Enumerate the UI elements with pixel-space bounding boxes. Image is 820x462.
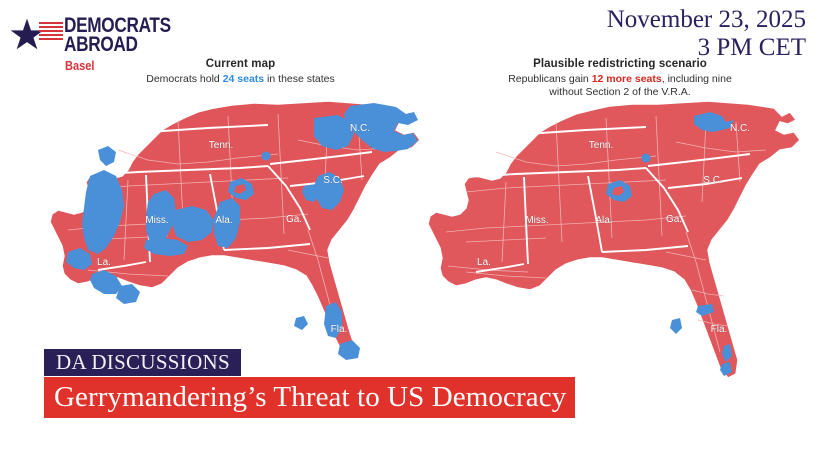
- kicker-text: DA DISCUSSIONS: [56, 350, 230, 374]
- right-map-subtitle: Republicans gain 12 more seats, includin…: [470, 73, 770, 100]
- logo-wordmark: DEMOCRATS ABROAD: [64, 14, 194, 57]
- title-text: Gerrymandering’s Threat to US Democracy: [54, 381, 567, 413]
- logo-line-abroad: ABROAD: [64, 33, 138, 57]
- event-time: 3 PM CET: [697, 34, 806, 61]
- state-label: Miss.: [525, 215, 548, 226]
- state-label: N.C.: [350, 123, 370, 134]
- right-sub-line2: without Section 2 of the V.R.A.: [549, 86, 691, 99]
- flag-stripes-icon: [39, 22, 63, 40]
- star-icon: [10, 18, 44, 50]
- state-label: Ga.: [286, 214, 302, 225]
- state-label: Fla.: [331, 324, 348, 335]
- left-map-subtitle: Democrats hold 24 seats in these states: [108, 73, 373, 86]
- state-label: Miss.: [145, 215, 168, 226]
- state-label: Ala.: [595, 215, 612, 226]
- landmass-republican-base-right: [427, 100, 801, 379]
- redistricting-map-svg: Tenn. N.C. S.C. Miss. Ala. Ga. La. Fla.: [427, 100, 801, 379]
- state-outlines-right: [465, 126, 751, 273]
- state-label: La.: [97, 257, 111, 268]
- state-label: N.C.: [730, 123, 750, 134]
- left-sub-highlight: 24 seats: [222, 73, 265, 85]
- state-label: S.C.: [323, 175, 342, 186]
- current-map-svg: Tenn. N.C. S.C. Miss. Ala. Ga. La. Fla.: [49, 100, 421, 360]
- democratic-districts-right: [606, 112, 734, 376]
- current-map-graphic: Tenn. N.C. S.C. Miss. Ala. Ga. La. Fla.: [28, 90, 428, 365]
- redistricting-map-graphic: Tenn. N.C. S.C. Miss. Ala. Ga. La. Fla.: [408, 90, 808, 390]
- redistricting-map-states: [427, 100, 801, 379]
- right-map-header: Plausible redistricting scenario Republi…: [470, 58, 770, 100]
- state-label: Ala.: [215, 215, 232, 226]
- current-map-state-labels: Tenn. N.C. S.C. Miss. Ala. Ga. La. Fla.: [97, 123, 371, 336]
- redistricting-map-state-labels: Tenn. N.C. S.C. Miss. Ala. Ga. La. Fla.: [477, 123, 751, 336]
- left-sub-post: in these states: [264, 73, 335, 85]
- state-label: La.: [477, 257, 491, 268]
- state-label: Tenn.: [589, 140, 613, 151]
- title-banner: Gerrymandering’s Threat to US Democracy: [44, 377, 576, 418]
- event-date: November 23, 2025: [606, 6, 806, 33]
- right-sub-highlight: 12 more seats: [591, 73, 662, 85]
- state-label: Fla.: [711, 324, 728, 335]
- left-sub-pre: Democrats hold: [146, 73, 223, 85]
- state-label: Ga.: [666, 214, 682, 225]
- state-label: S.C.: [703, 175, 722, 186]
- district-boundaries-right: [445, 115, 767, 353]
- right-sub-pre: Republicans gain: [508, 73, 592, 85]
- logo-line-democrats: DEMOCRATS: [64, 14, 171, 37]
- left-map-header: Current map Democrats hold 24 seats in t…: [108, 58, 373, 86]
- democratic-districts: [66, 103, 418, 360]
- democrats-abroad-logo: DEMOCRATS ABROAD Basel: [8, 10, 171, 80]
- logo-chapter-name: Basel: [65, 58, 95, 73]
- kicker-banner: DA DISCUSSIONS: [44, 349, 241, 376]
- current-map-states: [49, 100, 421, 360]
- state-label: Tenn.: [209, 140, 233, 151]
- right-sub-post: , including nine: [661, 73, 732, 85]
- right-map-title: Plausible redistricting scenario: [533, 58, 707, 70]
- event-datetime: November 23, 2025 3 PM CET: [607, 6, 806, 62]
- left-map-title: Current map: [205, 58, 276, 70]
